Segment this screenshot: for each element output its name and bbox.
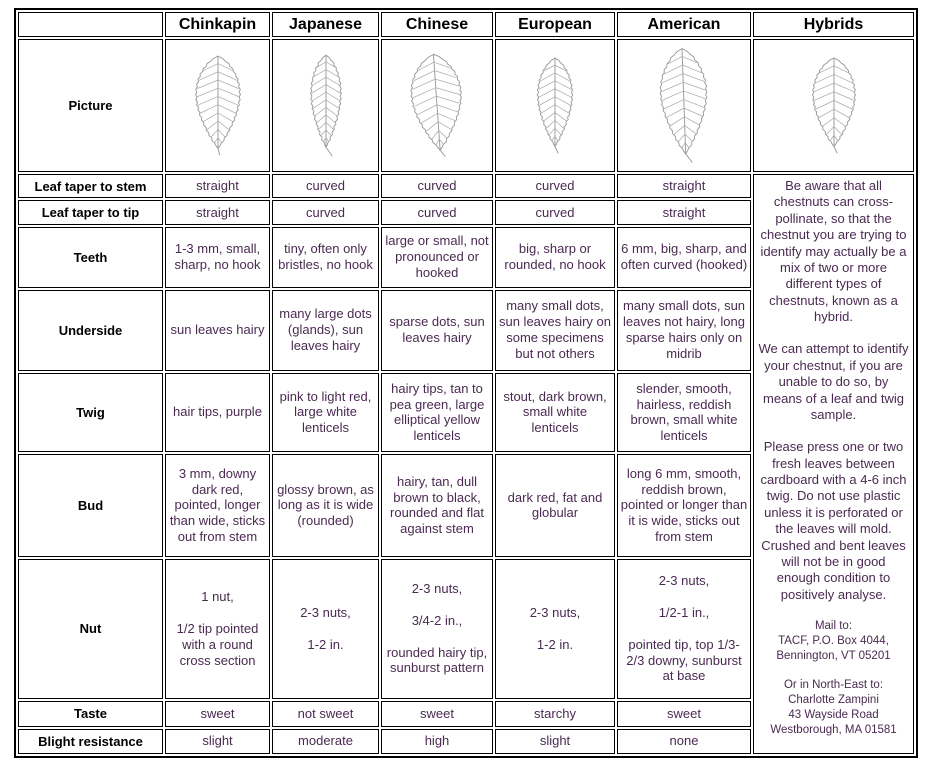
taper-stem-row: Leaf taper to stem straight curved curve… [18, 174, 914, 755]
twig-row: Twig hair tips, purple pink to light red… [18, 372, 914, 453]
cell-underside-american: many small dots, sun leaves not hairy, l… [617, 289, 751, 371]
taste-row: Taste sweet not sweet sweet starchy swee… [18, 701, 914, 727]
picture-cell-european [495, 39, 615, 172]
cell-taste-chinkapin: sweet [165, 701, 270, 727]
cell-taper-stem-japanese: curved [272, 174, 379, 199]
cell-teeth-chinkapin: 1-3 mm, small, sharp, no hook [165, 226, 270, 288]
hybrids-paragraph-crosspollinate: Be aware that all chestnuts can cross-po… [760, 178, 907, 324]
cell-twig-european: stout, dark brown, small white lenticels [495, 372, 615, 453]
column-header-hybrids: Hybrids [753, 12, 914, 37]
american-leaf-image [659, 48, 708, 163]
cell-underside-japanese: many large dots (glands), sun leaves hai… [272, 289, 379, 371]
cell-taste-japanese: not sweet [272, 701, 379, 727]
alternate-address: Or in North-East to: Charlotte Zampini 4… [770, 678, 897, 737]
hybrids-leaf-image [811, 57, 856, 154]
cell-nut-chinkapin: 1 nut, 1/2 tip pointed with a round cros… [165, 558, 270, 700]
cell-taper-stem-chinese: curved [381, 174, 493, 199]
hybrids-paragraph-identify: We can attempt to identify your chestnut… [758, 341, 909, 422]
picture-cell-japanese [272, 39, 379, 172]
cell-taste-chinese: sweet [381, 701, 493, 727]
row-label-twig: Twig [18, 372, 163, 453]
column-header-japanese: Japanese [272, 12, 379, 37]
cell-blight-american: none [617, 728, 751, 755]
cell-bud-chinkapin: 3 mm, downy dark red, pointed, longer th… [165, 454, 270, 557]
row-label-taper-stem: Leaf taper to stem [18, 174, 163, 199]
picture-cell-chinese [381, 39, 493, 172]
chinese-leaf-image [410, 53, 462, 157]
cell-taper-stem-american: straight [617, 174, 751, 199]
cell-bud-american: long 6 mm, smooth, reddish brown, pointe… [617, 454, 751, 557]
cell-blight-european: slight [495, 728, 615, 755]
header-row: Chinkapin Japanese Chinese European Amer… [18, 12, 914, 37]
row-label-nut: Nut [18, 558, 163, 700]
cell-taper-stem-european: curved [495, 174, 615, 199]
cell-taper-tip-european: curved [495, 200, 615, 225]
cell-nut-european: 2-3 nuts, 1-2 in. [495, 558, 615, 700]
japanese-leaf-image [309, 54, 342, 157]
cell-blight-chinkapin: slight [165, 728, 270, 755]
cell-bud-japanese: glossy brown, as long as it is wide (rou… [272, 454, 379, 557]
column-header-american: American [617, 12, 751, 37]
row-label-underside: Underside [18, 289, 163, 371]
hybrids-note-cell: Be aware that all chestnuts can cross-po… [753, 174, 914, 755]
cell-teeth-japanese: tiny, often only bristles, no hook [272, 226, 379, 288]
cell-nut-japanese: 2-3 nuts, 1-2 in. [272, 558, 379, 700]
chestnut-comparison-table: Chinkapin Japanese Chinese European Amer… [14, 8, 918, 758]
teeth-row: Teeth 1-3 mm, small, sharp, no hook tiny… [18, 226, 914, 288]
cell-underside-chinese: sparse dots, sun leaves hairy [381, 289, 493, 371]
cell-twig-chinese: hairy tips, tan to pea green, large elli… [381, 372, 493, 453]
corner-cell [18, 12, 163, 37]
chinkapin-leaf-image [194, 55, 241, 156]
cell-twig-chinkapin: hair tips, purple [165, 372, 270, 453]
taper-tip-row: Leaf taper to tip straight curved curved… [18, 200, 914, 225]
underside-row: Underside sun leaves hairy many large do… [18, 289, 914, 371]
cell-twig-american: slender, smooth, hairless, reddish brown… [617, 372, 751, 453]
european-leaf-image [536, 57, 574, 154]
row-label-blight: Blight resistance [18, 728, 163, 755]
picture-cell-chinkapin [165, 39, 270, 172]
picture-row: Picture [18, 39, 914, 172]
bud-row: Bud 3 mm, downy dark red, pointed, longe… [18, 454, 914, 557]
cell-teeth-chinese: large or small, not pronounced or hooked [381, 226, 493, 288]
nut-row: Nut 1 nut, 1/2 tip pointed with a round … [18, 558, 914, 700]
column-header-chinese: Chinese [381, 12, 493, 37]
cell-teeth-european: big, sharp or rounded, no hook [495, 226, 615, 288]
cell-blight-chinese: high [381, 728, 493, 755]
cell-taper-tip-american: straight [617, 200, 751, 225]
hybrids-paragraph-instructions: Please press one or two fresh leaves bet… [760, 439, 907, 602]
row-label-taper-tip: Leaf taper to tip [18, 200, 163, 225]
cell-taper-stem-chinkapin: straight [165, 174, 270, 199]
cell-teeth-american: 6 mm, big, sharp, and often curved (hook… [617, 226, 751, 288]
cell-underside-chinkapin: sun leaves hairy [165, 289, 270, 371]
cell-twig-japanese: pink to light red, large white lenticels [272, 372, 379, 453]
row-label-teeth: Teeth [18, 226, 163, 288]
cell-nut-american: 2-3 nuts, 1/2-1 in., pointed tip, top 1/… [617, 558, 751, 700]
cell-taste-european: starchy [495, 701, 615, 727]
row-label-taste: Taste [18, 701, 163, 727]
picture-cell-hybrids [753, 39, 914, 172]
row-label-picture: Picture [18, 39, 163, 172]
cell-taper-tip-japanese: curved [272, 200, 379, 225]
cell-nut-chinese: 2-3 nuts, 3/4-2 in., rounded hairy tip, … [381, 558, 493, 700]
cell-underside-european: many small dots, sun leaves hairy on som… [495, 289, 615, 371]
cell-taper-tip-chinkapin: straight [165, 200, 270, 225]
cell-blight-japanese: moderate [272, 728, 379, 755]
cell-taper-tip-chinese: curved [381, 200, 493, 225]
cell-bud-european: dark red, fat and globular [495, 454, 615, 557]
column-header-chinkapin: Chinkapin [165, 12, 270, 37]
cell-bud-chinese: hairy, tan, dull brown to black, rounded… [381, 454, 493, 557]
picture-cell-american [617, 39, 751, 172]
cell-taste-american: sweet [617, 701, 751, 727]
row-label-bud: Bud [18, 454, 163, 557]
column-header-european: European [495, 12, 615, 37]
mailing-address: Mail to: TACF, P.O. Box 4044, Bennington… [776, 620, 891, 663]
